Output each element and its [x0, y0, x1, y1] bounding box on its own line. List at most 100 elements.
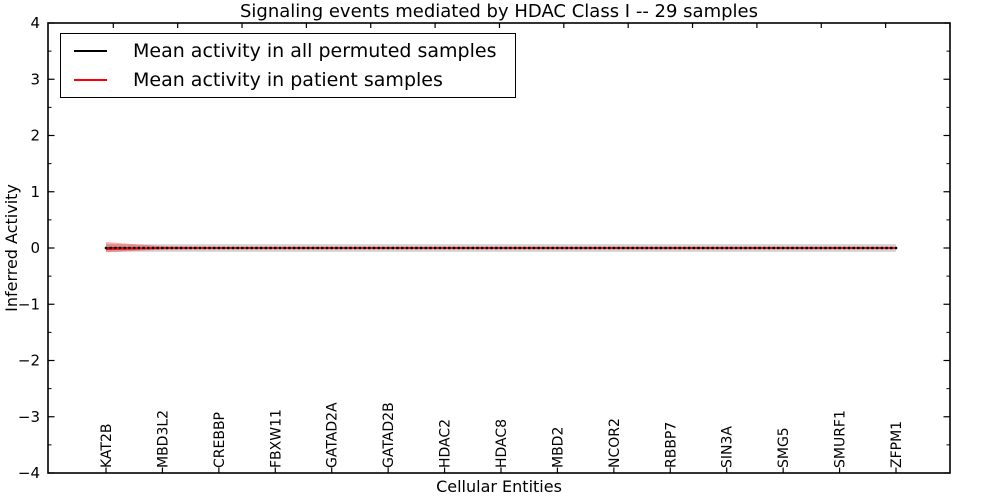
data-marker: [476, 246, 479, 250]
data-marker: [410, 246, 413, 250]
data-marker: [513, 246, 517, 250]
x-tick-label: RBBP7: [663, 422, 679, 468]
x-tick-label: ZFPM1: [889, 421, 905, 468]
data-marker: [415, 246, 418, 250]
data-marker: [622, 246, 625, 250]
data-marker: [123, 246, 126, 250]
data-marker: [716, 246, 719, 250]
data-marker: [499, 246, 503, 250]
data-marker: [579, 246, 583, 250]
data-marker: [307, 246, 310, 250]
x-tick-label: SIN3A: [720, 426, 736, 468]
data-marker: [203, 246, 206, 250]
data-marker: [509, 246, 512, 250]
data-marker: [222, 246, 225, 250]
data-marker: [885, 246, 888, 250]
data-marker: [819, 246, 822, 250]
data-marker: [720, 246, 724, 250]
data-marker: [142, 246, 145, 250]
data-marker: [208, 246, 211, 250]
data-marker: [518, 246, 521, 250]
data-marker: [429, 246, 432, 250]
data-marker: [523, 246, 526, 250]
data-marker: [805, 246, 808, 250]
data-marker: [598, 246, 601, 250]
data-marker: [551, 246, 554, 250]
data-marker: [687, 246, 691, 250]
data-marker: [335, 246, 338, 250]
data-marker: [570, 246, 573, 250]
data-marker: [777, 246, 780, 250]
y-tick-label: −1: [18, 295, 40, 313]
data-marker: [382, 246, 385, 250]
data-marker: [838, 246, 841, 250]
data-marker: [575, 246, 578, 250]
data-marker: [749, 246, 752, 250]
data-marker: [810, 246, 813, 250]
x-tick-label: SMG5: [776, 427, 792, 468]
data-marker: [147, 246, 150, 250]
data-marker: [217, 246, 221, 250]
x-tick-label: GATAD2B: [381, 402, 397, 468]
data-marker: [302, 246, 305, 250]
data-marker: [466, 246, 470, 250]
data-marker: [894, 246, 898, 250]
data-marker: [593, 246, 597, 250]
legend-item: Mean activity in patient samples: [61, 67, 515, 93]
data-marker: [495, 246, 498, 250]
x-tick-label: HDAC2: [438, 419, 454, 468]
data-marker: [250, 246, 253, 250]
data-marker: [669, 246, 672, 250]
data-marker: [546, 246, 550, 250]
data-marker: [269, 246, 272, 250]
data-marker: [786, 246, 789, 250]
data-marker: [438, 246, 442, 250]
data-marker: [231, 246, 235, 250]
data-marker: [603, 246, 606, 250]
axes-frame: [47, 22, 951, 474]
data-marker: [471, 246, 474, 250]
data-marker: [194, 246, 197, 250]
data-marker: [213, 246, 216, 250]
data-marker: [396, 246, 399, 250]
data-marker: [358, 246, 362, 250]
data-marker: [664, 246, 667, 250]
data-marker: [772, 246, 775, 250]
data-marker: [763, 246, 766, 250]
data-marker: [452, 246, 456, 250]
data-marker: [462, 246, 465, 250]
data-marker: [457, 246, 460, 250]
data-marker: [241, 246, 244, 250]
data-marker: [198, 246, 202, 250]
data-marker: [137, 246, 141, 250]
data-marker: [151, 246, 155, 250]
legend-item: Mean activity in all permuted samples: [61, 38, 515, 64]
data-marker: [532, 246, 536, 250]
data-marker: [833, 246, 837, 250]
data-marker: [692, 246, 695, 250]
data-marker: [636, 246, 639, 250]
data-marker: [843, 246, 846, 250]
data-marker: [133, 246, 136, 250]
data-marker: [128, 246, 131, 250]
data-marker: [344, 246, 347, 250]
data-marker: [640, 246, 644, 250]
data-marker: [339, 246, 343, 250]
data-marker: [890, 246, 893, 250]
data-marker: [321, 246, 324, 250]
data-marker: [711, 246, 714, 250]
legend-line-sample-permuted-icon: [74, 49, 107, 52]
data-marker: [283, 246, 286, 250]
data-marker: [767, 246, 771, 250]
data-marker: [871, 246, 874, 250]
y-tick-label: 1: [30, 183, 40, 201]
data-marker: [739, 246, 742, 250]
data-marker: [180, 246, 183, 250]
data-marker: [109, 246, 112, 250]
data-marker: [354, 246, 357, 250]
x-tick-label: HDAC8: [494, 419, 510, 468]
x-tick-label: KAT2B: [99, 424, 115, 469]
data-marker: [161, 246, 164, 250]
y-tick-label: 0: [30, 239, 40, 257]
